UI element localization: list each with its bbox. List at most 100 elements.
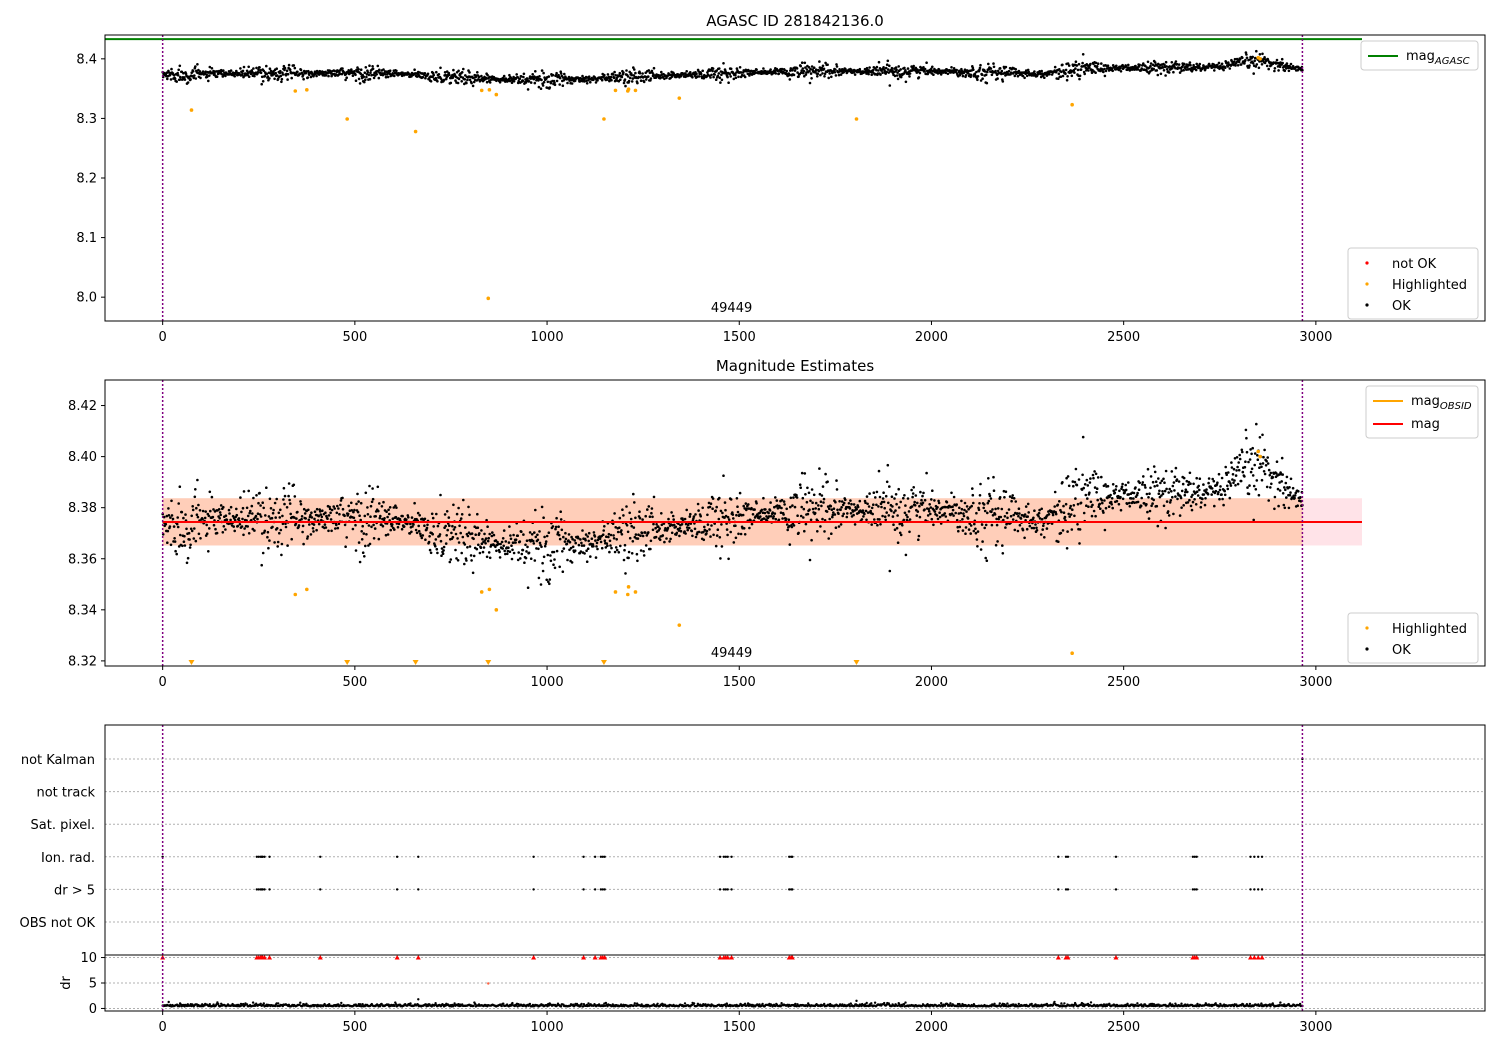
estimates-ok-point — [1085, 504, 1088, 508]
estimates-ok-point — [189, 527, 193, 531]
estimates-ok-point — [286, 544, 289, 547]
agasc-ok-point — [695, 72, 698, 76]
agasc-ok-point — [944, 71, 948, 75]
estimates-ok-point — [592, 545, 595, 548]
agasc-ok-point — [1149, 62, 1153, 65]
agasc-ok-point — [1163, 63, 1166, 67]
estimates-y-tick-label: 8.42 — [68, 399, 97, 414]
agasc-ok-point — [718, 76, 722, 79]
estimates-ok-point — [1204, 497, 1207, 500]
estimates-ok-point — [1180, 506, 1183, 510]
estimates-ok-point — [302, 542, 305, 546]
estimates-ok-point — [536, 533, 539, 537]
estimates-ok-point — [306, 537, 309, 540]
estimates-ok-point — [736, 510, 740, 514]
estimates-ok-point — [522, 533, 525, 536]
estimates-ok-point — [911, 492, 915, 495]
estimates-ok-point — [480, 542, 484, 545]
agasc-ok-point — [256, 70, 260, 74]
agasc-ok-point — [184, 72, 188, 75]
estimates-ok-point — [1124, 488, 1128, 492]
estimates-ok-point — [1087, 505, 1090, 509]
estimates-ok-point — [608, 539, 612, 543]
estimates-ok-point — [461, 535, 465, 539]
estimates-ok-point — [773, 505, 776, 509]
estimates-ok-point — [566, 558, 569, 562]
estimates-ok-point — [457, 506, 460, 510]
estimates-ok-point — [356, 510, 360, 514]
agasc-ok-point — [201, 70, 205, 73]
estimates-ok-point — [441, 552, 445, 555]
estimates-ok-point — [817, 507, 821, 511]
agasc-ok-point — [837, 73, 841, 77]
estimates-ok-point — [1280, 456, 1284, 460]
flag-point — [395, 855, 399, 858]
estimates-ok-point — [780, 506, 783, 510]
estimates-ok-point — [848, 507, 852, 510]
agasc-ok-point — [630, 73, 633, 77]
agasc-ok-point — [253, 74, 256, 78]
estimates-ok-point — [1231, 478, 1234, 481]
agasc-ok-point — [368, 64, 371, 67]
agasc-ok-point — [508, 73, 511, 77]
agasc-ok-point — [377, 76, 381, 80]
estimates-ok-point — [370, 500, 374, 504]
estimates-ok-point — [1066, 475, 1070, 478]
estimates-ok-point — [212, 508, 215, 511]
agasc-ok-point — [190, 74, 194, 78]
estimates-ok-point — [229, 505, 233, 509]
estimates-ok-point — [970, 504, 973, 508]
estimates-ok-point — [901, 524, 904, 527]
agasc-ok-point — [502, 74, 506, 78]
estimates-plot-area — [101, 379, 1486, 670]
estimates-ok-point — [891, 515, 895, 518]
estimates-ok-point — [391, 523, 394, 526]
estimates-ok-point — [469, 554, 473, 557]
estimates-ok-point — [976, 545, 979, 548]
estimates-ok-point — [1146, 510, 1149, 514]
estimates-ok-point — [627, 550, 631, 554]
estimates-ok-point — [222, 505, 225, 509]
agasc-ok-point — [722, 62, 725, 65]
estimates-ok-point — [1115, 485, 1118, 488]
estimates-ok-point — [509, 534, 512, 537]
estimates-ok-point — [508, 525, 511, 528]
estimates-ok-point — [669, 537, 672, 541]
estimates-ok-point — [850, 502, 853, 506]
estimates-ok-point — [774, 496, 777, 499]
estimates-ok-point — [895, 502, 898, 506]
agasc-ok-point — [1155, 69, 1159, 72]
estimates-ok-point — [782, 513, 785, 516]
estimates-x-tick-label: 0 — [159, 675, 167, 690]
estimates-ok-point — [565, 542, 569, 546]
estimates-ok-point — [898, 531, 902, 535]
estimates-ok-point — [1288, 493, 1292, 497]
estimates-ok-point — [402, 525, 406, 528]
estimates-ok-point — [935, 514, 939, 517]
estimates-out-of-range-marker — [412, 660, 419, 665]
flag-point — [268, 855, 271, 858]
agasc-ok-point — [979, 63, 982, 67]
agasc-ok-point — [809, 72, 813, 75]
estimates-ok-point — [818, 492, 822, 496]
estimates-ok-point — [343, 523, 347, 527]
estimates-ok-point — [1047, 513, 1051, 516]
estimates-ok-point — [242, 490, 246, 493]
agasc-ok-point — [472, 76, 475, 80]
estimates-ok-point — [906, 497, 910, 500]
estimates-ok-point — [1165, 487, 1168, 491]
estimates-ok-point — [1081, 435, 1085, 439]
estimates-ok-point — [732, 517, 735, 520]
estimates-ok-point — [541, 569, 545, 573]
estimates-ok-point — [902, 496, 905, 500]
flag-point — [788, 855, 791, 858]
agasc-ok-point — [1070, 74, 1074, 78]
agasc-obsid-label: 49449 — [711, 301, 752, 316]
estimates-ok-point — [481, 550, 485, 554]
estimates-ok-point — [1071, 480, 1075, 483]
agasc-ok-point — [442, 78, 446, 82]
agasc-ok-point — [1255, 63, 1259, 66]
agasc-ok-point — [338, 72, 342, 76]
estimates-ok-point — [762, 517, 766, 520]
estimates-ok-point — [784, 517, 788, 521]
